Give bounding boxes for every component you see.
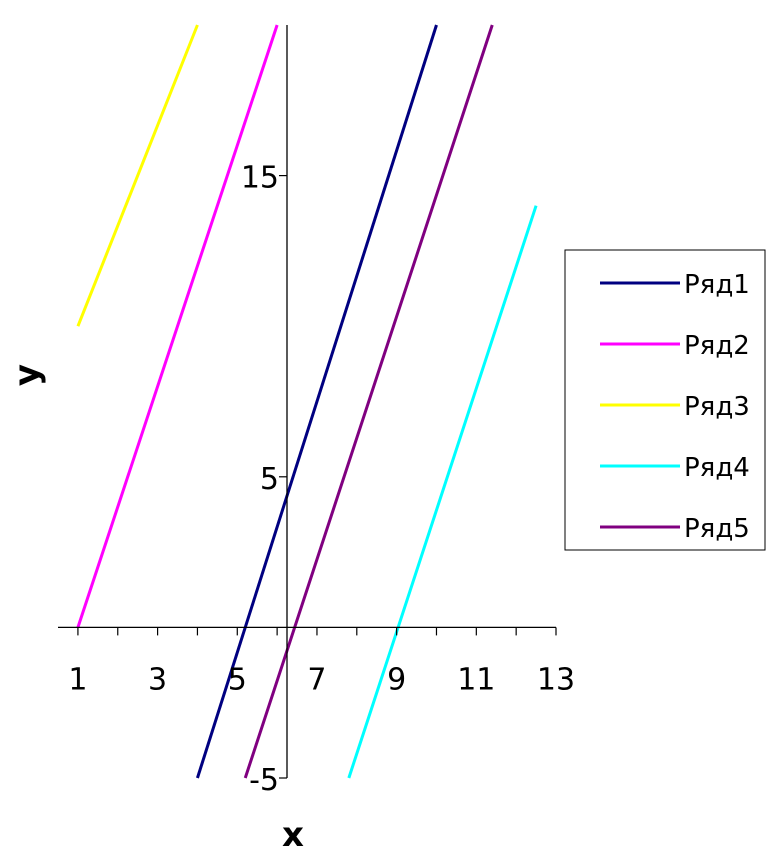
legend-label-1: Ряд1 bbox=[684, 270, 750, 300]
legend-label-2: Ряд2 bbox=[684, 331, 750, 361]
y-axis-title: y bbox=[7, 364, 47, 386]
legend-items: Ряд1 Ряд2 Ряд3 Ряд4 Ряд5 bbox=[600, 270, 750, 544]
series-line-2 bbox=[76, 24, 279, 628]
x-tick-label-6: 13 bbox=[537, 662, 575, 697]
legend-label-3: Ряд3 bbox=[684, 392, 750, 422]
legend-label-5: Ряд5 bbox=[684, 514, 750, 544]
x-tick-label-3: 7 bbox=[307, 662, 326, 697]
y-tick-label-1: 5 bbox=[260, 462, 279, 497]
series-line-3 bbox=[76, 24, 199, 327]
y-tick-labels: -5 5 15 bbox=[241, 161, 279, 798]
y-ticks bbox=[279, 175, 287, 779]
x-tick-label-2: 5 bbox=[228, 662, 247, 697]
y-tick-label-0: -5 bbox=[249, 763, 279, 798]
x-tick-labels: 1 3 5 7 9 11 13 bbox=[68, 662, 575, 697]
legend-label-4: Ряд4 bbox=[684, 453, 750, 483]
x-tick-label-4: 9 bbox=[387, 662, 406, 697]
series-line-4 bbox=[347, 205, 538, 779]
series-line-5 bbox=[243, 24, 494, 779]
x-tick-label-1: 3 bbox=[148, 662, 167, 697]
y-tick-label-2: 15 bbox=[241, 161, 279, 196]
legend-box bbox=[564, 249, 766, 551]
x-ticks bbox=[77, 627, 557, 636]
series-line-1 bbox=[196, 24, 438, 779]
x-axis-title: x bbox=[282, 815, 304, 855]
legend: Ряд1 Ряд2 Ряд3 Ряд4 Ряд5 bbox=[564, 249, 766, 551]
x-tick-label-5: 11 bbox=[457, 662, 495, 697]
x-tick-label-0: 1 bbox=[68, 662, 87, 697]
